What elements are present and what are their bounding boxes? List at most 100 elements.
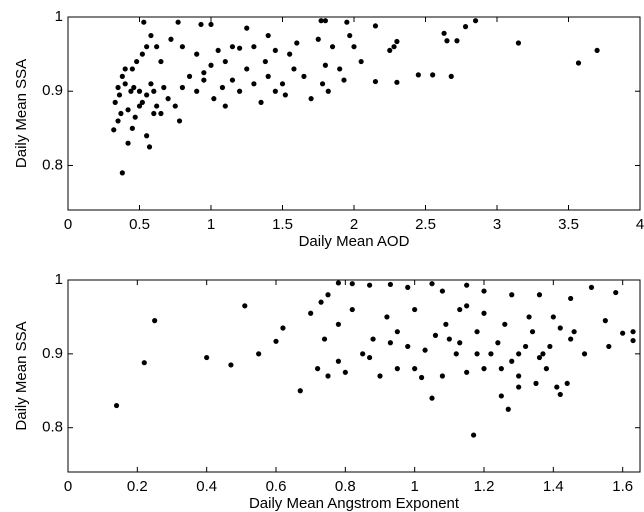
point [113, 402, 120, 409]
point [536, 354, 543, 361]
point [405, 343, 411, 350]
point [122, 66, 128, 72]
point [141, 19, 147, 25]
point [132, 114, 138, 120]
point [430, 72, 436, 78]
point [602, 318, 608, 324]
x-tick-label: 0.6 [266, 478, 287, 495]
point [146, 144, 153, 150]
point [322, 18, 328, 24]
point [119, 170, 125, 176]
point [280, 325, 286, 331]
point [158, 58, 164, 65]
point [474, 329, 480, 335]
point [387, 340, 393, 346]
point [515, 40, 522, 46]
point [568, 336, 574, 342]
point [606, 343, 612, 350]
point [287, 51, 293, 57]
point [384, 314, 390, 320]
point [370, 336, 376, 342]
point [329, 44, 336, 50]
point [568, 295, 574, 302]
point [125, 107, 131, 113]
point [429, 281, 435, 287]
x-axis-label: Daily Mean Angstrom Exponent [249, 495, 460, 512]
point [172, 103, 178, 109]
point [175, 19, 181, 25]
y-axis-label: Daily Mean SSA [13, 59, 30, 168]
y-tick-label: 0.9 [42, 345, 63, 362]
point [125, 140, 131, 146]
x-tick-label: 0.8 [335, 478, 356, 495]
point [308, 96, 314, 102]
point [462, 24, 469, 30]
x-tick-label: 3.5 [558, 216, 579, 233]
point [194, 51, 200, 57]
point [151, 88, 157, 94]
point [564, 380, 570, 386]
point [432, 332, 439, 338]
point [613, 289, 619, 296]
point [301, 73, 307, 79]
point [151, 110, 157, 117]
point [141, 360, 147, 366]
point [481, 310, 487, 316]
point [111, 127, 117, 133]
point [168, 36, 174, 42]
point [358, 58, 364, 65]
point [387, 47, 393, 54]
point [360, 351, 366, 357]
point [394, 79, 400, 85]
point [342, 369, 348, 375]
point [557, 325, 563, 331]
point [152, 318, 158, 324]
point [337, 66, 343, 72]
point [488, 351, 494, 357]
point [308, 310, 314, 316]
point [242, 303, 248, 309]
point [279, 81, 286, 87]
point [208, 21, 214, 28]
point [244, 66, 250, 72]
point [498, 366, 504, 372]
point [394, 329, 400, 335]
point [498, 393, 504, 399]
x-tick-label: 2.5 [415, 216, 436, 233]
point [144, 44, 150, 50]
point [122, 81, 128, 87]
point [335, 358, 341, 364]
x-tick-label: 0 [64, 478, 72, 495]
point [194, 88, 200, 94]
point [325, 88, 331, 94]
point [129, 125, 135, 131]
point [335, 321, 341, 327]
point [526, 314, 532, 320]
point [294, 40, 300, 46]
x-tick-label: 3 [493, 216, 501, 233]
point [215, 47, 221, 54]
x-tick-label: 1.2 [474, 478, 495, 495]
point [119, 73, 125, 79]
point [256, 351, 262, 357]
point [481, 288, 487, 294]
point [315, 36, 321, 42]
point [505, 406, 511, 412]
point [237, 88, 243, 94]
point [415, 72, 421, 78]
point [179, 84, 185, 91]
point [391, 44, 397, 50]
point [315, 366, 321, 372]
point [222, 58, 228, 65]
point [319, 81, 326, 87]
point [237, 45, 243, 51]
point [464, 303, 470, 309]
y-tick-label: 0.8 [42, 156, 63, 173]
x-tick-label: 1.5 [272, 216, 293, 233]
x-tick-label: 0.2 [127, 478, 148, 495]
point [335, 280, 341, 286]
point [148, 81, 154, 87]
point [115, 84, 121, 91]
point [349, 281, 355, 287]
y-tick-label: 0.9 [42, 82, 63, 99]
